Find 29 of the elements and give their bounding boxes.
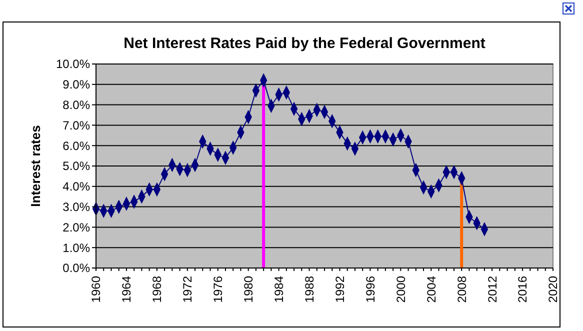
x-tick-label: 1996 <box>363 276 378 303</box>
x-tick-label: 2008 <box>454 276 469 303</box>
x-tick-label: 1968 <box>150 276 164 303</box>
y-tick-label: 4.0% <box>62 180 90 194</box>
x-tick-label: 1964 <box>120 276 134 303</box>
x-tick-label: 2012 <box>485 276 500 303</box>
x-tick-label: 1984 <box>272 276 286 303</box>
x-tick-label: 1960 <box>89 276 104 303</box>
x-tick-label: 1972 <box>180 276 195 303</box>
chart-title: Net Interest Rates Paid by the Federal Government <box>124 35 486 52</box>
y-tick-label: 3.0% <box>62 200 90 214</box>
x-tick-label: 1988 <box>302 276 316 303</box>
x-tick-label: 2020 <box>546 276 560 303</box>
y-axis-title: Interest rates <box>28 125 43 207</box>
x-tick-label: 2004 <box>424 276 438 303</box>
y-tick-label: 10.0% <box>56 57 90 72</box>
x-tick-label: 1992 <box>332 276 347 303</box>
y-tick-label: 7.0% <box>62 118 90 132</box>
y-tick-label: 0.0% <box>62 261 90 276</box>
y-tick-label: 2.0% <box>62 220 90 234</box>
y-tick-label: 5.0% <box>62 159 90 174</box>
y-tick-label: 8.0% <box>62 98 90 112</box>
x-tick-label: 2000 <box>394 276 408 303</box>
y-tick-label: 6.0% <box>62 138 90 153</box>
x-tick-label: 1976 <box>211 276 226 303</box>
x-tick-label: 1980 <box>242 276 256 303</box>
y-tick-label: 1.0% <box>62 240 90 255</box>
y-tick-label: 9.0% <box>62 78 90 92</box>
x-tick-label: 2016 <box>516 276 530 303</box>
